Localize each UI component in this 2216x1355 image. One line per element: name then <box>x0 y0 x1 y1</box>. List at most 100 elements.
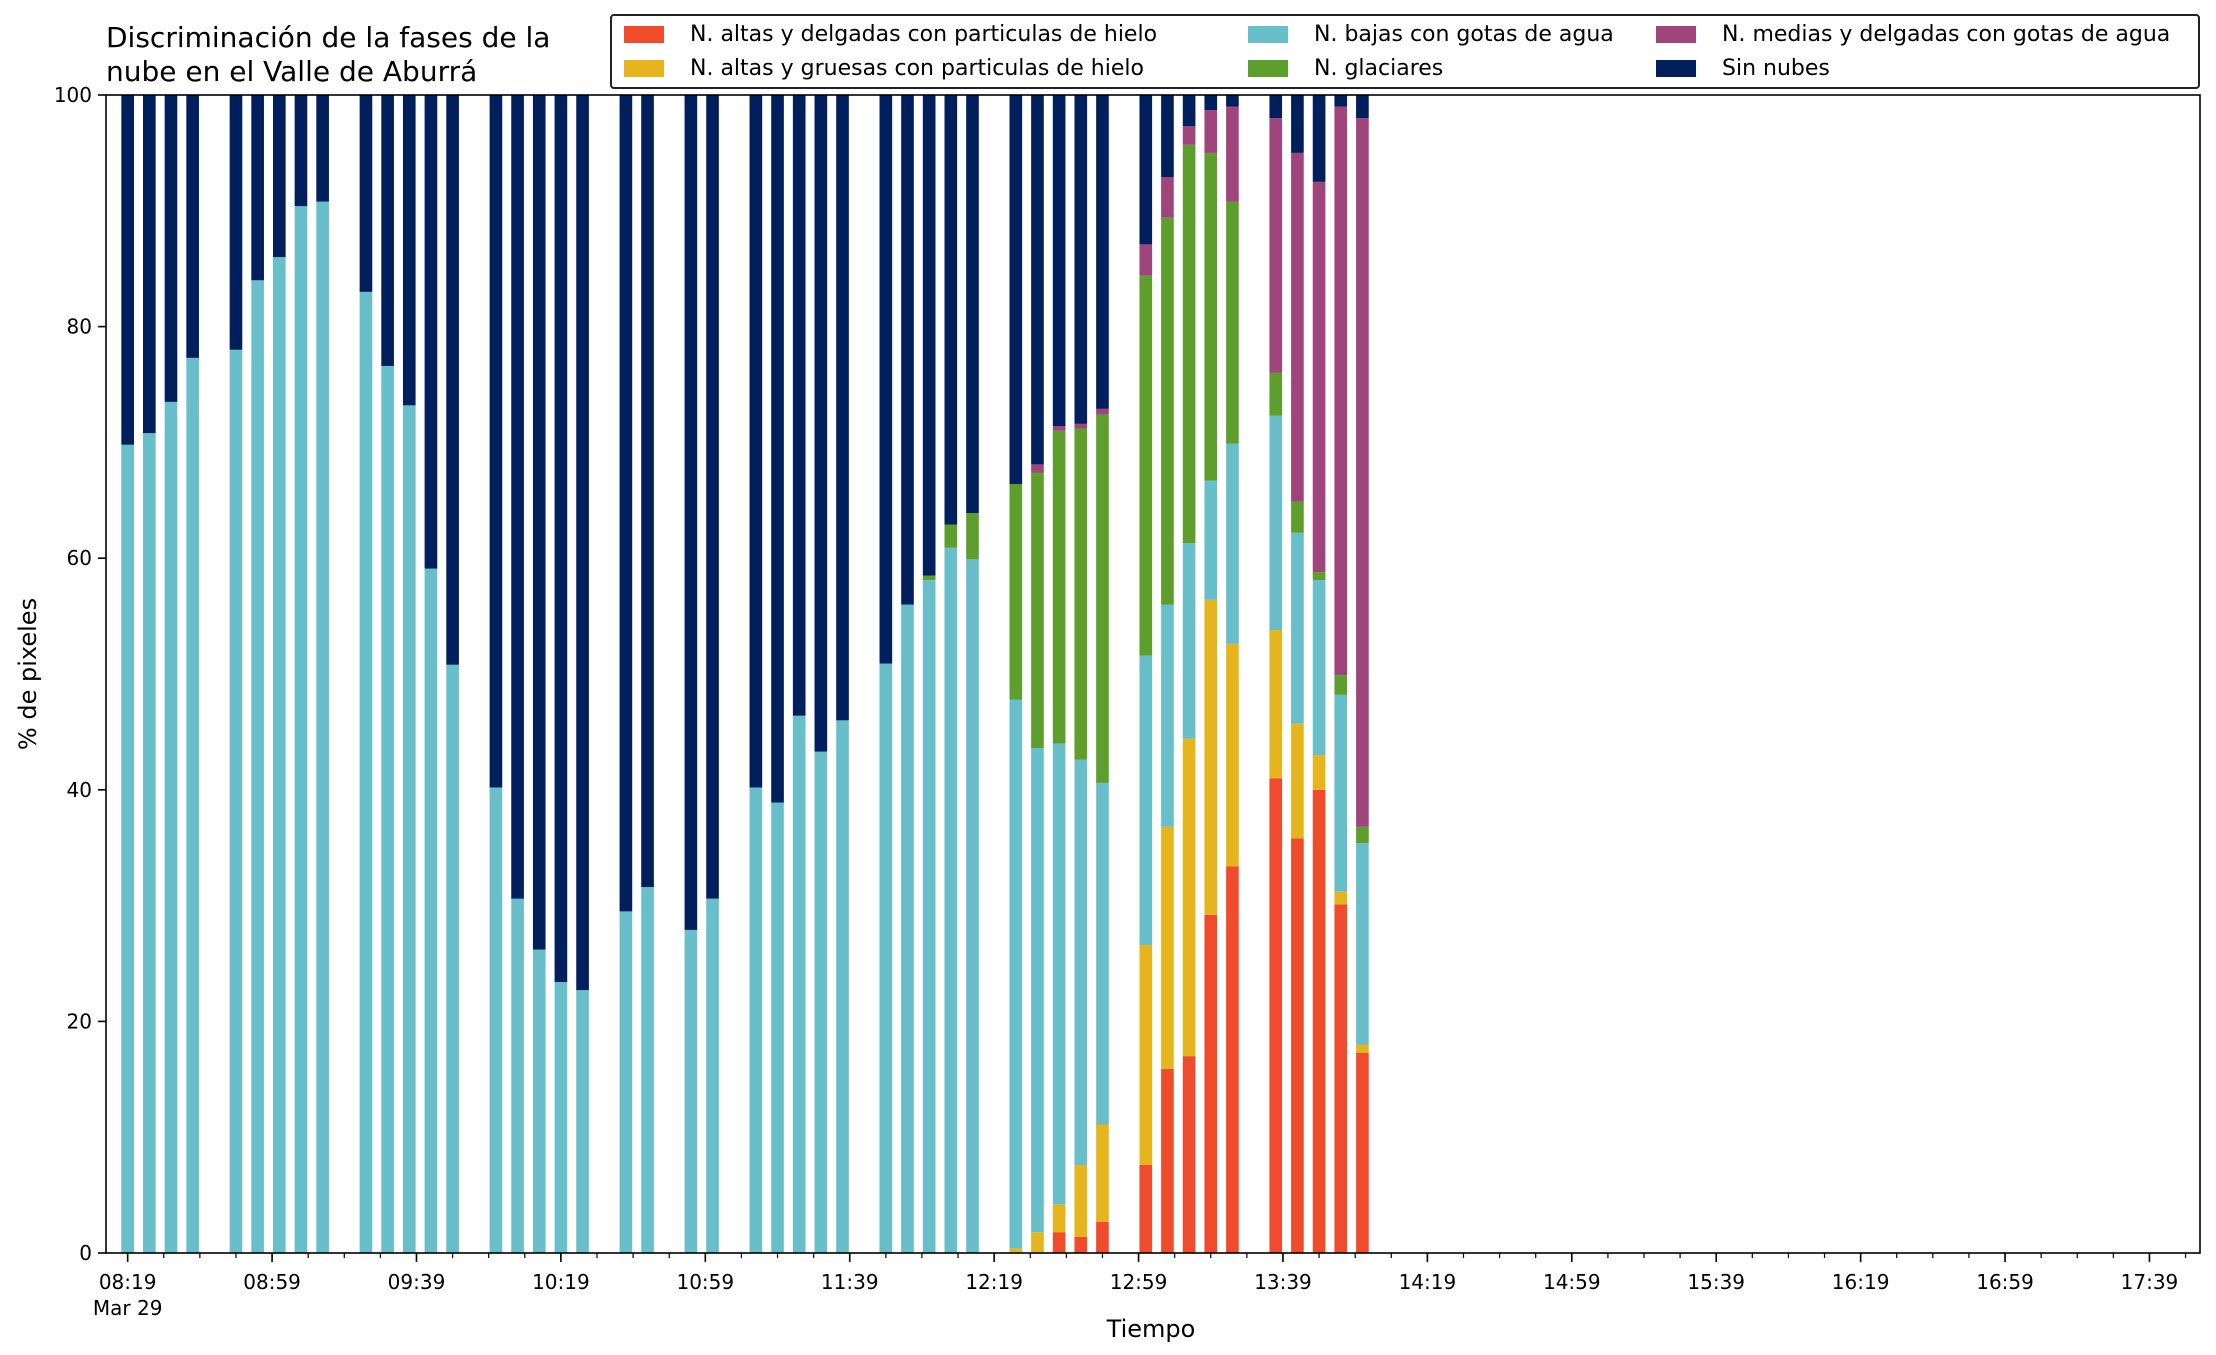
bar-segment <box>1074 423 1088 429</box>
bar-segment <box>402 405 416 1254</box>
bar-stack <box>684 95 698 1253</box>
bar-segment <box>706 95 719 899</box>
bar-segment <box>1139 275 1153 656</box>
bar-stack <box>143 95 156 1253</box>
bar-segment <box>1009 95 1023 485</box>
bar-segment <box>164 95 178 402</box>
bar-segment <box>749 787 763 1253</box>
bar-segment <box>576 95 589 991</box>
bar-segment <box>619 95 633 912</box>
bar-segment <box>966 95 979 514</box>
bar-segment <box>1139 95 1153 245</box>
legend-label: N. altas y delgadas con particulas de hi… <box>690 22 1158 47</box>
legend-label: N. altas y gruesas con particulas de hie… <box>690 56 1144 81</box>
bar-stack <box>294 95 308 1253</box>
bar-segment <box>1226 95 1239 107</box>
bar-segment <box>684 929 698 1253</box>
bar-segment <box>1356 1052 1369 1253</box>
bar-segment <box>1204 599 1218 915</box>
bar-segment <box>1291 501 1304 533</box>
bar-segment <box>1269 415 1283 630</box>
bar-segment <box>1312 572 1326 581</box>
legend-item: N. bajas con gotas de agua <box>1248 22 1614 47</box>
x-tick-label: 17:39 <box>2121 1270 2179 1294</box>
bar-segment <box>1139 944 1153 1165</box>
bar-segment <box>1096 1221 1109 1253</box>
bar-segment <box>1204 480 1218 600</box>
y-tick-label: 60 <box>67 546 92 570</box>
bar-segment <box>143 95 156 434</box>
bar-segment <box>489 787 503 1253</box>
bar-segment <box>272 257 286 1253</box>
bar-segment <box>1312 755 1326 790</box>
bar-segment <box>1074 759 1088 1165</box>
bar-stack <box>251 95 264 1253</box>
bar-segment <box>1182 1056 1196 1253</box>
bar-stack <box>836 95 849 1253</box>
bar-segment <box>1312 789 1326 1253</box>
bar-stack <box>792 95 806 1253</box>
bar-segment <box>1269 118 1283 373</box>
bar-segment <box>1161 826 1174 1069</box>
bar-stack <box>511 95 524 1253</box>
bar-stack <box>619 95 633 1253</box>
x-tick-label: 14:19 <box>1399 1270 1457 1294</box>
bar-segment <box>186 357 199 1253</box>
bar-segment <box>1312 181 1326 573</box>
bar-stack <box>749 95 763 1253</box>
bar-segment <box>294 206 308 1253</box>
bar-stack <box>402 95 416 1254</box>
bar-segment <box>1161 604 1174 827</box>
bar-segment <box>511 95 524 899</box>
bar-segment <box>922 95 936 576</box>
legend-item: Sin nubes <box>1656 56 1830 81</box>
bar-segment <box>1031 472 1044 749</box>
bar-segment <box>1182 543 1196 739</box>
bar-segment <box>1356 95 1369 119</box>
x-tick-label: 13:39 <box>1254 1270 1312 1294</box>
bar-segment <box>619 911 633 1253</box>
bar-stack <box>272 95 286 1253</box>
legend-swatch <box>1248 26 1288 43</box>
bar-stack <box>901 95 914 1253</box>
bar-segment <box>1161 1068 1174 1253</box>
bar-segment <box>922 580 936 1253</box>
bar-segment <box>316 95 329 202</box>
bar-segment <box>1204 152 1218 481</box>
bar-segment <box>1139 1164 1153 1253</box>
bar-segment <box>532 95 546 950</box>
bar-segment <box>1031 1232 1044 1253</box>
bar-segment <box>1182 738 1196 1057</box>
bar-segment <box>1291 532 1304 724</box>
legend-swatch <box>1248 60 1288 77</box>
bar-stack <box>1074 95 1088 1253</box>
bar-segment <box>1356 118 1369 827</box>
bar-segment <box>251 95 264 281</box>
bar-segment <box>771 802 784 1253</box>
bar-segment <box>1161 177 1174 218</box>
bar-segment <box>1226 643 1239 867</box>
bar-segment <box>1161 95 1174 178</box>
bar-segment <box>1074 428 1088 760</box>
bar-segment <box>229 349 243 1253</box>
bar-segment <box>641 887 654 1253</box>
bar-segment <box>1052 95 1066 427</box>
x-tick-label: 08:19 <box>99 1270 157 1294</box>
bar-stack <box>641 95 654 1253</box>
bar-segment <box>814 95 828 752</box>
bar-segment <box>1096 95 1109 409</box>
y-tick-label: 100 <box>54 83 92 107</box>
bar-segment <box>1182 95 1196 127</box>
bar-segment <box>1334 904 1348 1253</box>
bar-segment <box>901 604 914 1253</box>
legend-label: N. glaciares <box>1314 56 1444 81</box>
bar-segment <box>251 280 264 1253</box>
bar-stack <box>229 95 243 1253</box>
bar-stack <box>186 95 199 1253</box>
bar-segment <box>1334 106 1348 676</box>
legend-swatch <box>624 60 664 77</box>
bar-segment <box>944 547 958 1253</box>
bar-segment <box>381 95 394 366</box>
x-tick-label: 16:59 <box>1976 1270 2034 1294</box>
